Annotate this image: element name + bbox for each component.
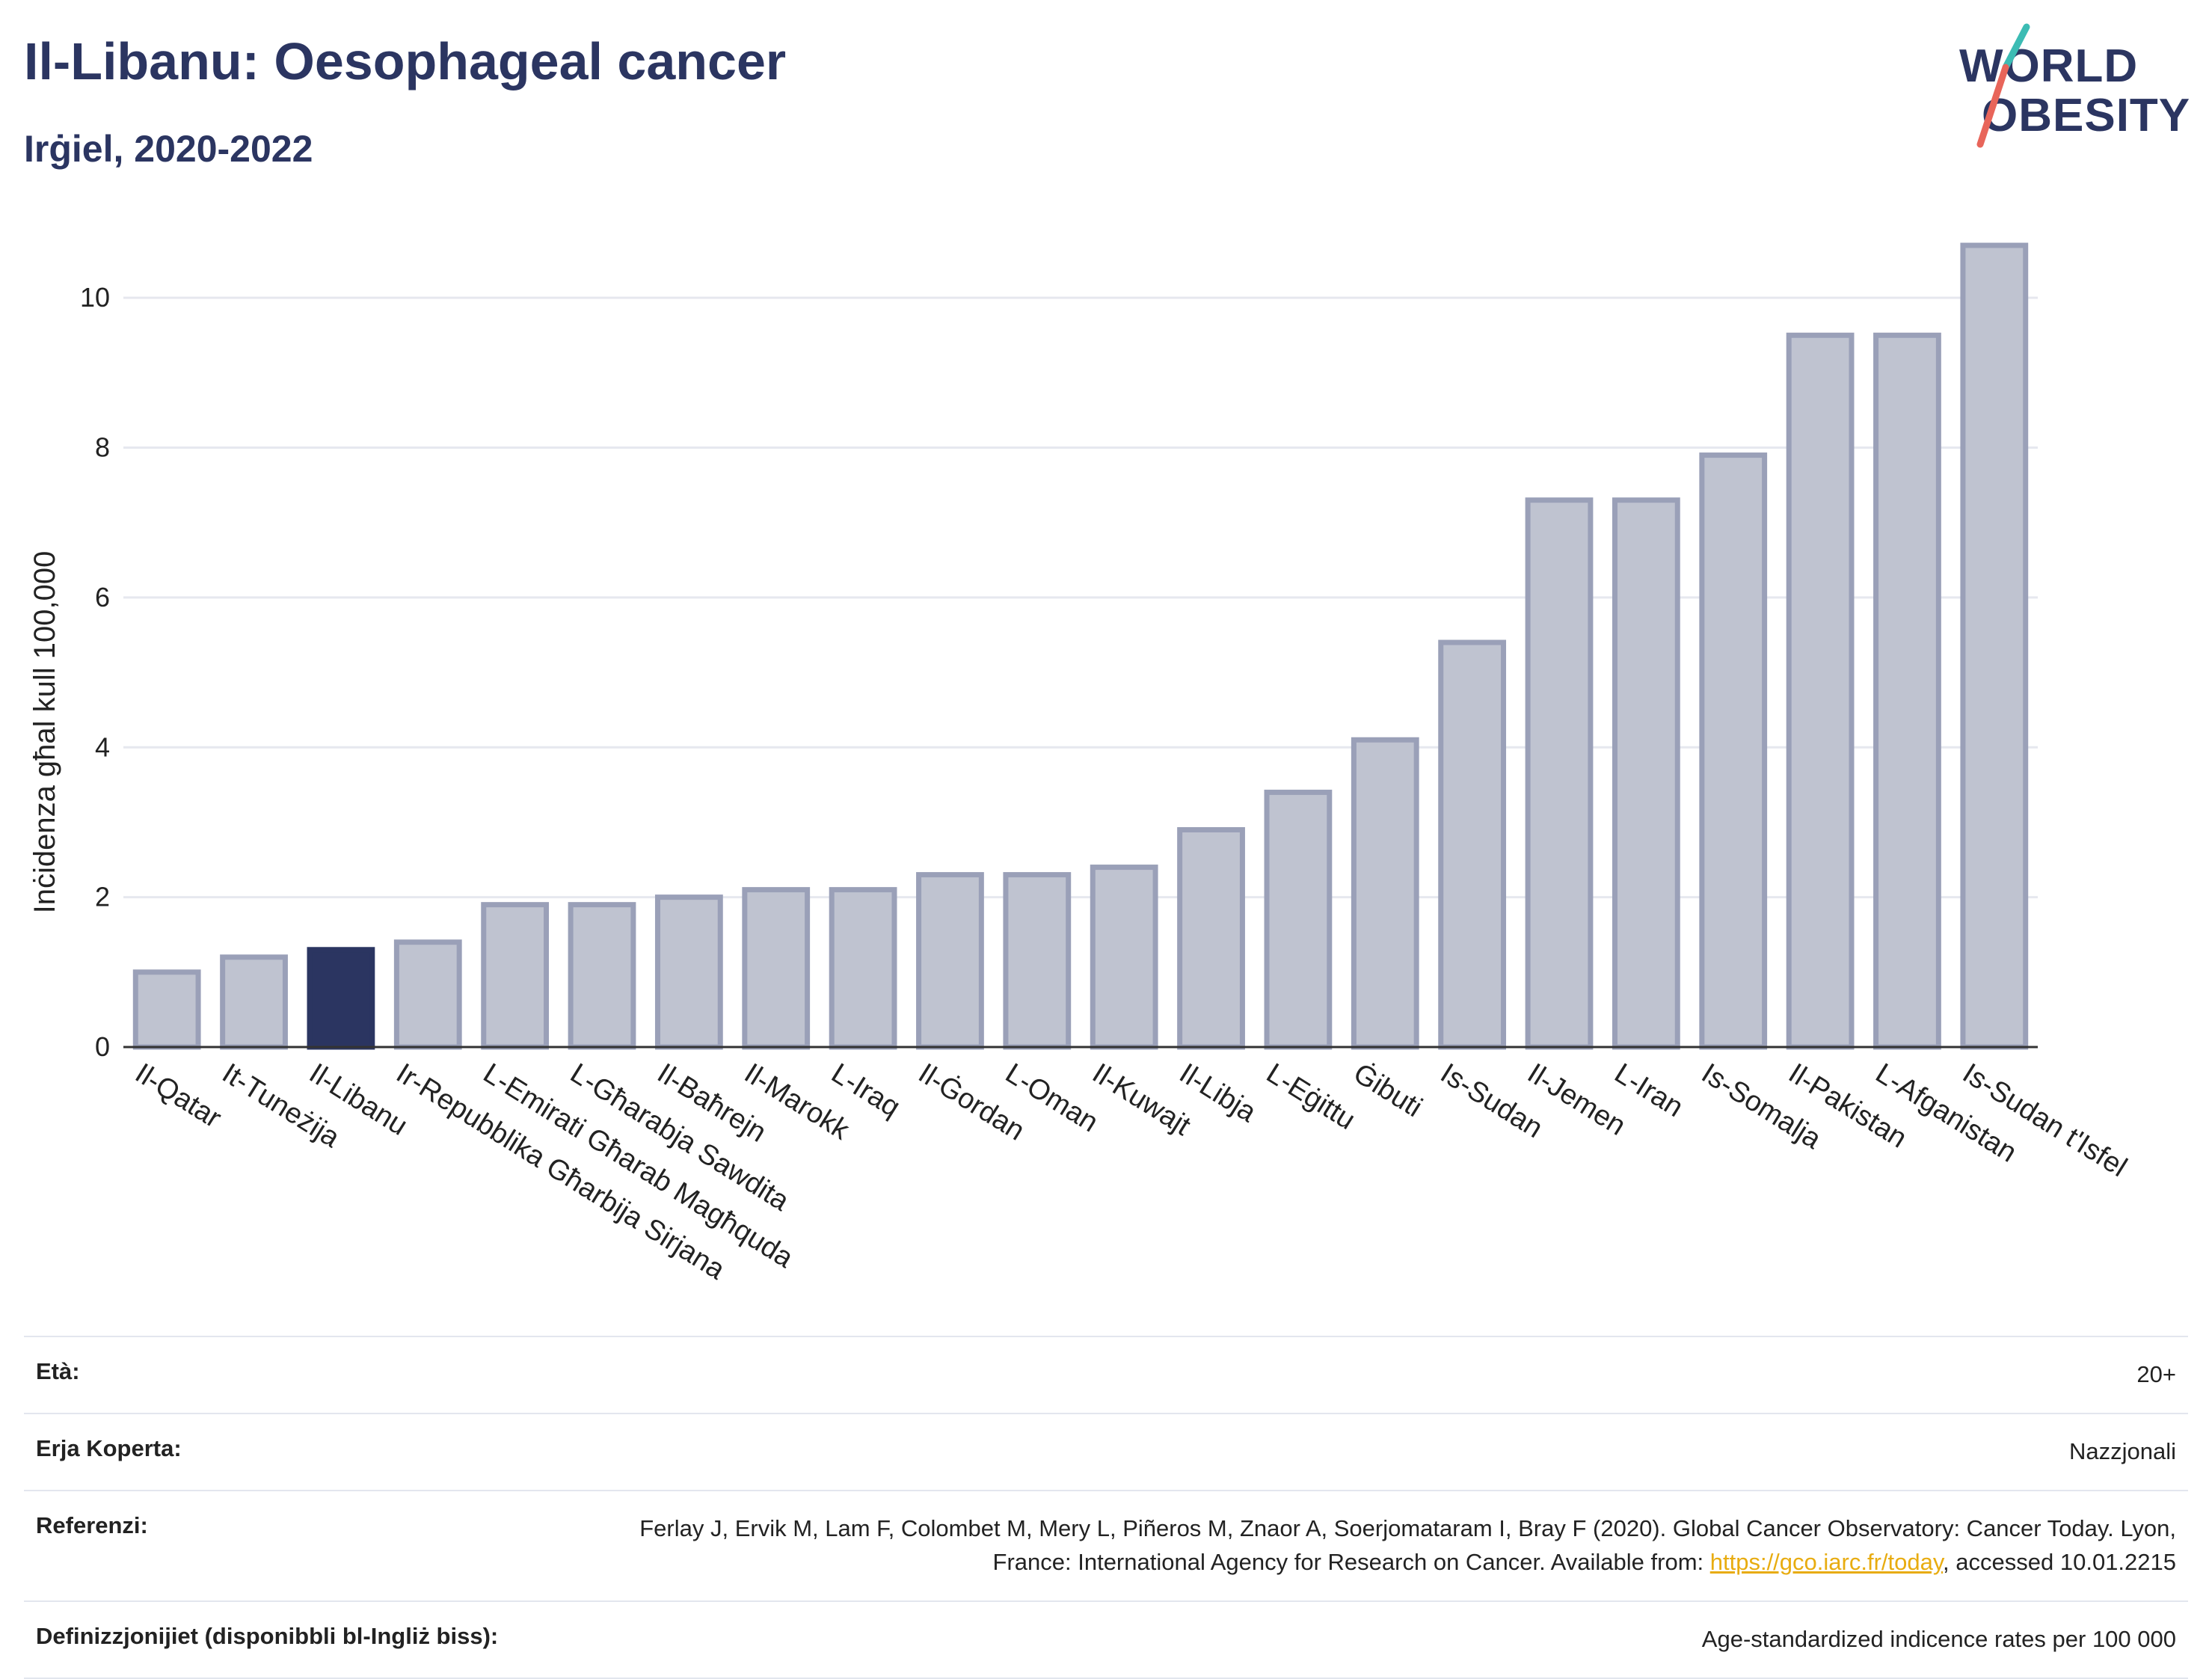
info-row-age: Età: 20+: [24, 1336, 2188, 1413]
bar: [654, 894, 723, 1050]
bar: [1438, 639, 1507, 1050]
bar: [1873, 332, 1941, 1050]
bar: [568, 902, 636, 1050]
x-tick-label: L-Eġittu: [1261, 1058, 1360, 1136]
y-tick-label: 10: [80, 282, 110, 313]
bar: [742, 887, 811, 1050]
bar: [1090, 865, 1158, 1050]
bar: [1960, 242, 2029, 1050]
bar: [393, 939, 462, 1050]
bar: [1786, 332, 1855, 1050]
bar: [1699, 452, 1768, 1050]
y-axis-label: Inċidenza għal kull 100,000: [28, 551, 61, 914]
reference-suffix: , accessed 10.01.2215: [1943, 1548, 2176, 1575]
bar: [1351, 737, 1419, 1050]
logo-line2: OBESITY: [1982, 90, 2191, 141]
bar: [132, 969, 201, 1050]
x-tick-label: Il-Qatar: [129, 1058, 227, 1135]
bar: [1003, 872, 1072, 1050]
chart-subtitle: Irġiel, 2020-2022: [24, 128, 313, 170]
info-label: Erja Koperta:: [36, 1434, 182, 1461]
bar: [1177, 826, 1245, 1050]
logo-slash-icon: [1976, 23, 2030, 148]
reference-text: Ferlay J, Ervik M, Lam F, Colombet M, Me…: [639, 1514, 2176, 1575]
y-tick-label: 2: [95, 882, 110, 912]
info-value: Nazzjonali: [2068, 1437, 2176, 1464]
x-tick-label: Ġibuti: [1348, 1056, 1429, 1123]
info-value: Ferlay J, Ervik M, Lam F, Colombet M, Me…: [606, 1512, 2176, 1580]
y-tick-label: 0: [95, 1031, 110, 1062]
info-row-area: Erja Koperta: Nazzjonali: [24, 1412, 2188, 1490]
y-tick-label: 4: [95, 731, 110, 762]
logo-line1: WORLD: [1959, 40, 2139, 92]
bar: [916, 872, 984, 1050]
bar: [481, 902, 550, 1050]
info-table: Età: 20+ Erja Koperta: Nazzjonali Refere…: [24, 1336, 2188, 1679]
bar: [1612, 497, 1680, 1050]
info-value: Age-standardized indicence rates per 100…: [1701, 1625, 2176, 1652]
y-tick-label: 6: [95, 582, 110, 613]
bar: [307, 947, 375, 1050]
chart-title: Il-Libanu: Oesophageal cancer: [24, 32, 787, 90]
y-tick-label: 8: [95, 432, 110, 463]
info-row-references: Referenzi: Ferlay J, Ervik M, Lam F, Col…: [24, 1489, 2188, 1600]
info-row-definitions: Definizzjonijiet (disponibbli bl-Ingliż …: [24, 1600, 2188, 1679]
bar: [1525, 497, 1594, 1050]
info-label: Referenzi:: [36, 1511, 148, 1538]
info-label: Definizzjonijiet (disponibbli bl-Ingliż …: [36, 1622, 499, 1649]
info-value: 20+: [2136, 1361, 2176, 1387]
bar-chart: 0 2 4 6 8 10 Inċidenza għal kull 100,000 Il-Qat…: [28, 242, 2132, 1286]
world-obesity-logo: WORLD OBESITY: [1952, 21, 2199, 156]
reference-link[interactable]: https://gco.iarc.fr/today: [1709, 1548, 1944, 1575]
info-label: Età:: [36, 1358, 80, 1384]
x-tick-label: Il-Kuwajt: [1087, 1058, 1196, 1142]
bar: [1264, 789, 1333, 1050]
bar: [829, 887, 897, 1050]
bar: [220, 954, 288, 1050]
